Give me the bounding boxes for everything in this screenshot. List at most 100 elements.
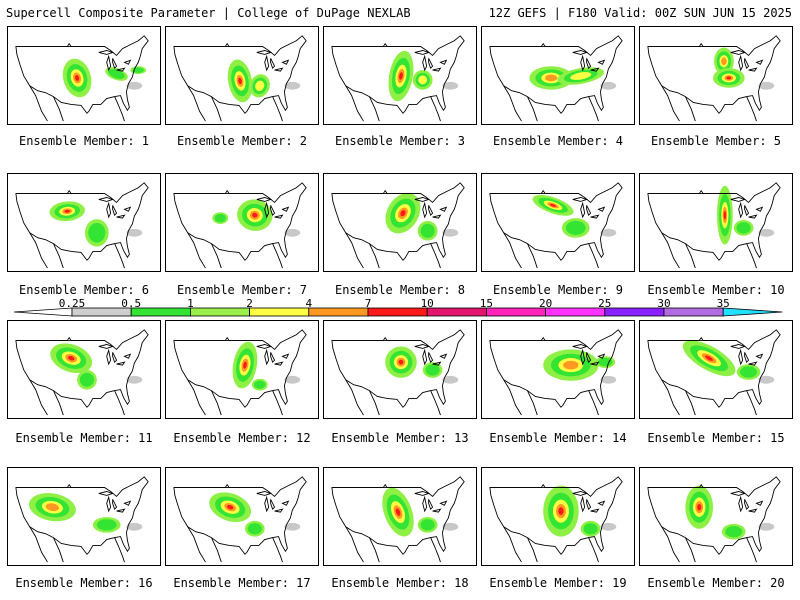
ensemble-map-panel [639, 467, 793, 566]
boundary-line [586, 58, 592, 69]
conus-map [647, 35, 781, 122]
boundary-line [661, 85, 696, 122]
boundary-line [597, 500, 606, 506]
scp-contour [74, 75, 80, 81]
scp-gray-region [284, 228, 301, 237]
ensemble-map-panel [165, 26, 319, 125]
ensemble-map-panel [7, 320, 161, 419]
boundary-line [746, 390, 757, 416]
boundary-line [503, 85, 538, 122]
boundary-line [98, 197, 115, 202]
scp-contour [247, 523, 262, 535]
boundary-line [15, 35, 149, 114]
boundary-line [281, 59, 290, 65]
boundary-line [274, 508, 284, 513]
boundary-line [264, 54, 270, 72]
boundary-line [586, 205, 592, 216]
boundary-line [173, 476, 307, 555]
boundary-line [590, 361, 600, 366]
ensemble-member-label: Ensemble Member: 14 [489, 431, 627, 445]
boundary-line [187, 526, 222, 563]
ensemble-member-label: Ensemble Member: 4 [492, 134, 624, 148]
boundary-line [422, 201, 428, 219]
ensemble-member-label: Ensemble Member: 10 [647, 283, 785, 297]
ensemble-map-panel [7, 173, 161, 272]
scp-gray-region [126, 228, 143, 237]
boundary-line [123, 206, 132, 212]
boundary-line [597, 59, 606, 65]
boundary-line [114, 96, 125, 122]
boundary-line [748, 214, 758, 219]
boundary-line [439, 500, 448, 506]
boundary-line [647, 182, 781, 261]
conus-map [331, 182, 465, 269]
boundary-line [112, 499, 118, 510]
colorbar-threshold-label: 25 [598, 297, 612, 310]
boundary-line [503, 526, 538, 563]
colorbar-threshold-label: 2 [246, 297, 253, 310]
scp-contour [108, 69, 125, 79]
colorbar-threshold-label: 20 [538, 297, 553, 310]
boundary-line [345, 526, 380, 563]
boundary-line [755, 500, 764, 506]
ensemble-member-label: Ensemble Member: 7 [176, 283, 308, 297]
ensemble-member-label: Ensemble Member: 2 [176, 134, 308, 148]
boundary-line [331, 329, 465, 408]
conus-map [331, 476, 465, 563]
ensemble-map-panel [165, 173, 319, 272]
boundary-line [29, 232, 64, 269]
scp-contour [252, 212, 258, 218]
boundary-line [738, 348, 744, 366]
boundary-line [173, 182, 307, 261]
ensemble-map-panel [7, 26, 161, 125]
scp-gray-region [758, 228, 775, 237]
boundary-line [432, 508, 442, 513]
colorbar-segment [308, 307, 369, 317]
map-boundaries [647, 182, 781, 269]
boundary-line [746, 537, 757, 563]
scp-gray-region [600, 81, 617, 90]
scp-contour [725, 526, 743, 538]
scp-fill-layer [685, 485, 775, 540]
boundary-line [580, 348, 586, 366]
map-boundaries [489, 35, 623, 122]
ensemble-member-label: Ensemble Member: 1 [18, 134, 150, 148]
ensemble-map-panel [481, 173, 635, 272]
boundary-line [744, 352, 750, 363]
scp-contour [570, 72, 592, 80]
scp-contour [721, 57, 727, 66]
boundary-line [281, 353, 290, 359]
scp-contour [425, 364, 440, 376]
boundary-line [116, 508, 126, 513]
scp-contour [726, 76, 732, 80]
boundary-line [647, 476, 781, 555]
scp-contour [563, 360, 579, 370]
map-boundaries [331, 476, 465, 563]
map-boundaries [331, 182, 465, 269]
boundary-line [432, 361, 442, 366]
boundary-line [270, 499, 276, 510]
scp-contour [399, 72, 403, 80]
boundary-line [428, 58, 434, 69]
ensemble-member-label: Ensemble Member: 19 [489, 576, 627, 590]
boundary-line [98, 344, 115, 349]
scp-gray-region [126, 522, 143, 531]
scp-contour [254, 380, 266, 389]
boundary-line [15, 476, 149, 555]
ensemble-map-panel [323, 26, 477, 125]
scp-contour [132, 67, 144, 73]
boundary-line [281, 206, 290, 212]
scp-gray-region [600, 228, 617, 237]
map-boundaries [15, 329, 149, 416]
boundary-line [256, 197, 273, 202]
conus-map [15, 35, 149, 122]
scp-contour [598, 357, 613, 367]
ensemble-map-panel [165, 467, 319, 566]
boundary-line [432, 214, 442, 219]
colorbar-segment [189, 307, 250, 317]
boundary-line [748, 508, 758, 513]
boundary-line [112, 58, 118, 69]
colorbar-upper-arrow [722, 307, 783, 317]
colorbar-segment [604, 307, 665, 317]
colorbar-segment [485, 307, 546, 317]
